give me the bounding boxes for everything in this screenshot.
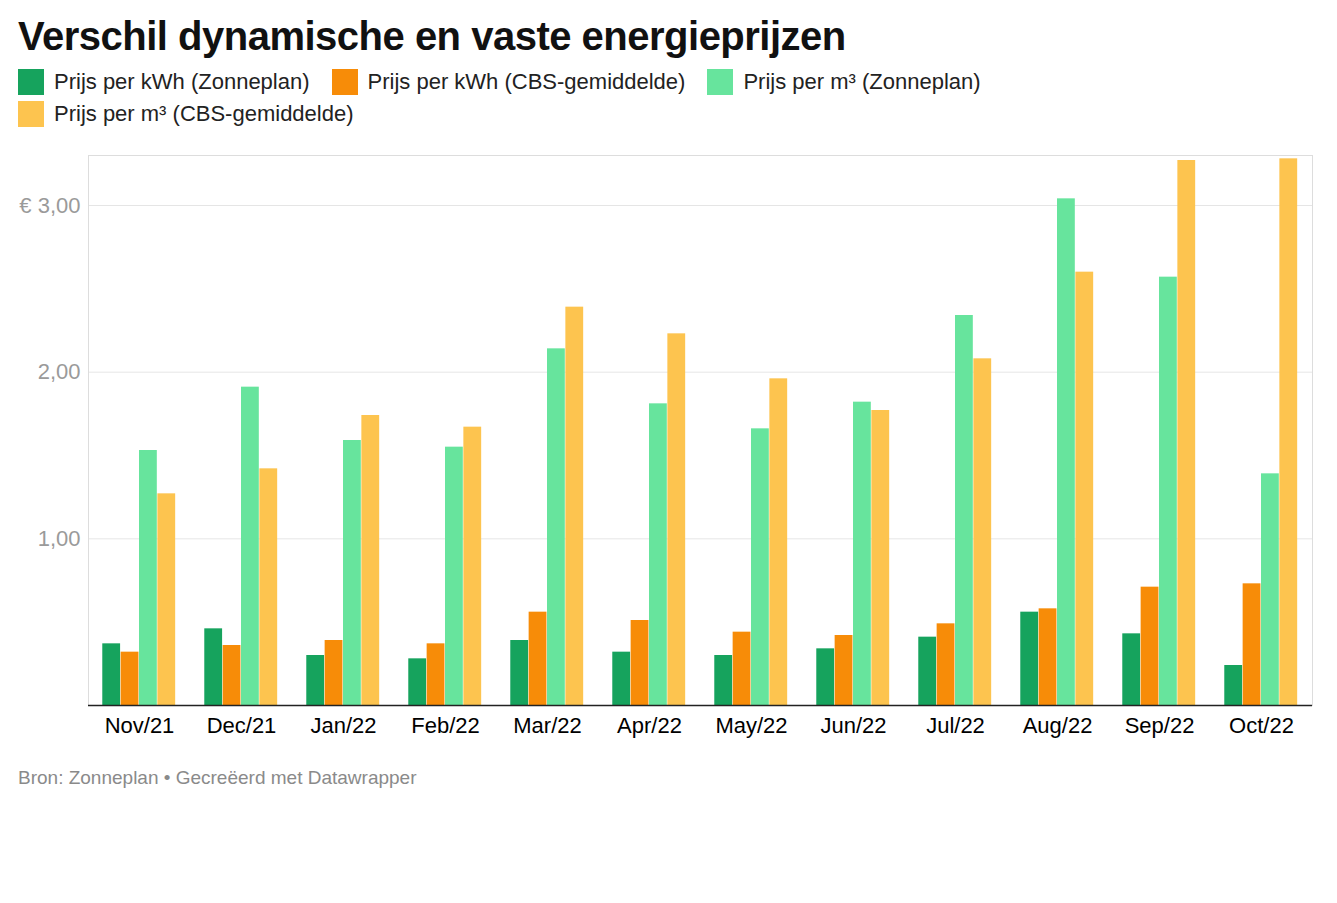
svg-text:Sep/22: Sep/22: [1125, 713, 1195, 738]
svg-text:Dec/21: Dec/21: [207, 713, 277, 738]
svg-text:Oct/22: Oct/22: [1229, 713, 1294, 738]
html-text:Bron: Zonneplan • Gecreëerd me: Bron: Zonneplan • Gecreëerd met Datawrap…: [18, 767, 417, 788]
svg-text:1,00: 1,00: [38, 526, 81, 551]
svg-text:May/22: May/22: [715, 713, 787, 738]
svg-text:2,00: 2,00: [38, 359, 81, 384]
svg-text:Apr/22: Apr/22: [617, 713, 682, 738]
svg-text:Nov/21: Nov/21: [105, 713, 175, 738]
html-text:Verschil dynamische en vaste e: Verschil dynamische en vaste energieprij…: [18, 14, 846, 58]
svg-text:Jun/22: Jun/22: [820, 713, 886, 738]
svg-text:Feb/22: Feb/22: [411, 713, 480, 738]
html-text:Prijs per m³ (CBS-gemiddelde): Prijs per m³ (CBS-gemiddelde): [54, 101, 354, 126]
svg-text:Aug/22: Aug/22: [1023, 713, 1093, 738]
html-text:Prijs per kWh (CBS-gemiddelde): Prijs per kWh (CBS-gemiddelde): [367, 69, 686, 94]
svg-text:Jan/22: Jan/22: [310, 713, 376, 738]
svg-text:€ 3,00: € 3,00: [19, 193, 80, 218]
html-text:Prijs per kWh (Zonneplan): Prijs per kWh (Zonneplan): [54, 69, 310, 94]
svg-text:Mar/22: Mar/22: [513, 713, 581, 738]
svg-text:Jul/22: Jul/22: [926, 713, 985, 738]
html-text:Prijs per m³ (Zonneplan): Prijs per m³ (Zonneplan): [743, 69, 981, 94]
